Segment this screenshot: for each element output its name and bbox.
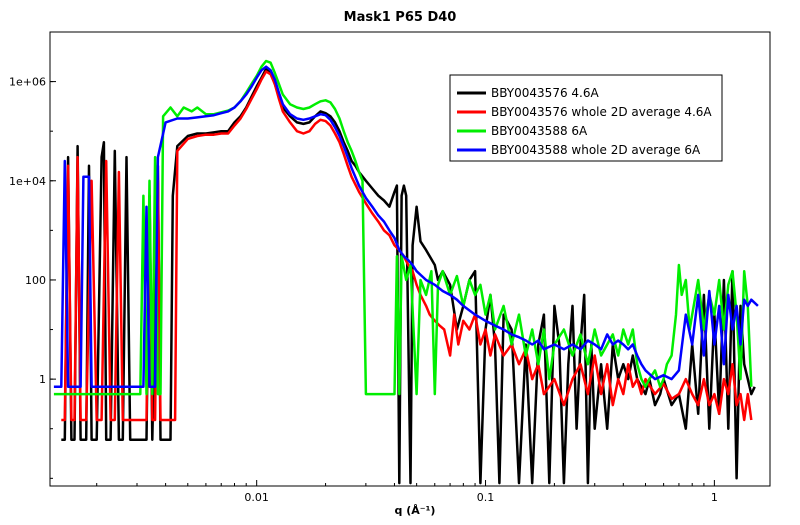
chart-title: Mask1 P65 D40 [344,10,457,25]
x-tick-label: 0.01 [244,491,269,504]
y-tick-label: 1e+06 [9,76,46,89]
y-tick-label: 1e+04 [9,175,46,188]
y-tick-label: 100 [25,274,46,287]
legend-box [449,74,723,162]
legend-entry-label: BBY0043588 whole 2D average 6A [491,143,701,157]
x-axis-label: q (Å⁻¹) [395,504,436,517]
plot-area [53,59,759,485]
series-line-4 [53,65,759,389]
legend-entry-label: BBY0043576 4.6A [491,86,599,100]
legend: BBY0043576 4.6A BBY0043576 whole 2D avera… [449,74,723,162]
axes: 0.01 0.1 1 1 100 1e+04 1e+06 [9,31,718,504]
x-tick-label: 0.1 [477,491,495,504]
x-tick-label: 1 [711,491,718,504]
legend-entry-label: BBY0043588 6A [491,124,588,138]
plot-frame [49,31,771,487]
y-tick-label: 1 [39,373,46,386]
legend-entry-label: BBY0043576 whole 2D average 4.6A [491,105,712,119]
